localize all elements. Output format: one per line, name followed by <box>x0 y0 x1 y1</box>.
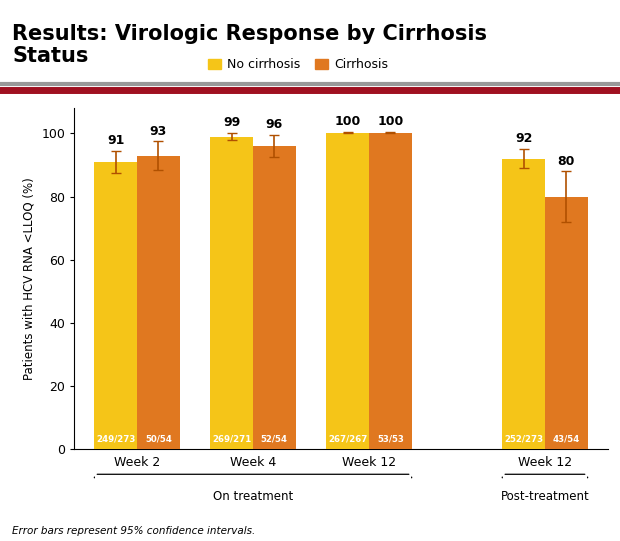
Text: Post-treatment: Post-treatment <box>500 490 590 503</box>
Text: 43/54: 43/54 <box>552 434 580 444</box>
Text: 52/54: 52/54 <box>261 434 288 444</box>
Text: 252/273: 252/273 <box>504 434 543 444</box>
Text: 269/271: 269/271 <box>212 434 251 444</box>
Text: Error bars represent 95% confidence intervals.: Error bars represent 95% confidence inte… <box>12 526 255 536</box>
Text: 100: 100 <box>335 115 361 128</box>
Y-axis label: Patients with HCV RNA <LLOQ (%): Patients with HCV RNA <LLOQ (%) <box>23 177 36 380</box>
Bar <box>502 159 545 449</box>
Text: 96: 96 <box>266 118 283 131</box>
Text: 80: 80 <box>557 155 575 168</box>
Bar <box>94 162 137 449</box>
Text: 53/53: 53/53 <box>377 434 404 444</box>
Text: 50/54: 50/54 <box>145 434 172 444</box>
Bar <box>137 156 180 449</box>
Text: Results: Virologic Response by Cirrhosis: Results: Virologic Response by Cirrhosis <box>12 24 487 44</box>
Text: 100: 100 <box>377 115 404 128</box>
Bar <box>326 134 369 449</box>
Bar <box>545 196 588 449</box>
Text: 249/273: 249/273 <box>96 434 135 444</box>
Text: 99: 99 <box>223 116 241 129</box>
Text: 91: 91 <box>107 134 125 147</box>
Bar <box>253 146 296 449</box>
Text: 267/267: 267/267 <box>328 434 368 444</box>
Text: On treatment: On treatment <box>213 490 293 503</box>
Legend: No cirrhosis, Cirrhosis: No cirrhosis, Cirrhosis <box>203 53 393 76</box>
Bar <box>210 137 253 449</box>
Text: Status: Status <box>12 46 89 66</box>
Text: 93: 93 <box>150 124 167 137</box>
Text: 92: 92 <box>515 133 533 146</box>
Bar <box>369 134 412 449</box>
